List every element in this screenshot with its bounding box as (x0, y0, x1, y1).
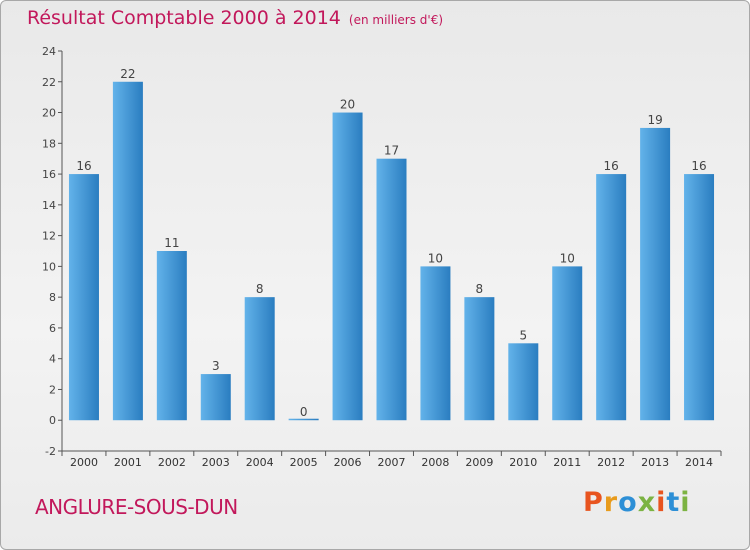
y-tick-label: 18 (42, 137, 56, 150)
brand-letter: i (680, 487, 690, 518)
y-tick-label: 8 (49, 291, 56, 304)
bar-data-label: 11 (164, 236, 179, 250)
bar (596, 174, 626, 420)
x-tick-label: 2013 (641, 456, 669, 469)
x-tick-label: 2003 (202, 456, 230, 469)
bar-data-label: 19 (647, 113, 662, 127)
bar (640, 128, 670, 420)
bar-data-label: 20 (340, 98, 355, 112)
bar (113, 82, 143, 420)
bar-data-label: 8 (256, 282, 264, 296)
x-tick-label: 2011 (553, 456, 581, 469)
x-tick-label: 2009 (465, 456, 493, 469)
y-tick-label: 10 (42, 260, 56, 273)
x-tick-label: 2002 (158, 456, 186, 469)
y-tick-label: 20 (42, 107, 56, 120)
y-tick-label: 6 (49, 322, 56, 335)
x-tick-label: 2014 (685, 456, 713, 469)
y-tick-label: 16 (42, 168, 56, 181)
bar (333, 113, 363, 421)
y-tick-label: 12 (42, 230, 56, 243)
bar (245, 297, 275, 420)
bar-data-label: 3 (212, 359, 220, 373)
bar-data-label: 16 (691, 159, 706, 173)
brand-logo: Proxiti (583, 487, 691, 518)
bar-data-label: 16 (604, 159, 619, 173)
y-tick-label: 0 (49, 414, 56, 427)
commune-name: ANGLURE-SOUS-DUN (35, 495, 238, 519)
bar (69, 174, 99, 420)
bar-data-label: 5 (519, 328, 527, 342)
brand-letter: t (666, 487, 680, 518)
brand-letter: o (618, 487, 638, 518)
chart-frame: Résultat Comptable 2000 à 2014 (en millie… (0, 0, 750, 550)
bar (684, 174, 714, 420)
bar-data-label: 10 (560, 251, 575, 265)
x-tick-label: 2006 (334, 456, 362, 469)
x-tick-label: 2001 (114, 456, 142, 469)
bar-data-label: 17 (384, 144, 399, 158)
x-tick-label: 2010 (509, 456, 537, 469)
bar-data-label: 8 (476, 282, 484, 296)
bar (420, 266, 450, 420)
x-tick-label: 2004 (246, 456, 274, 469)
x-tick-label: 2007 (378, 456, 406, 469)
bar (552, 266, 582, 420)
brand-letter: i (656, 487, 666, 518)
bar-data-label: 10 (428, 251, 443, 265)
bar-data-label: 16 (76, 159, 91, 173)
y-tick-label: 4 (49, 353, 56, 366)
x-tick-label: 2005 (290, 456, 318, 469)
bar (508, 343, 538, 420)
bar-data-label: 22 (120, 67, 135, 81)
brand-logo-text: Proxiti (583, 487, 691, 518)
brand-letter: r (604, 487, 618, 518)
brand-letter: x (638, 487, 656, 518)
y-tick-label: -2 (45, 445, 56, 458)
bar (201, 374, 231, 420)
bar (377, 159, 407, 421)
y-tick-label: 14 (42, 199, 56, 212)
y-tick-label: 24 (42, 45, 56, 58)
x-tick-label: 2000 (70, 456, 98, 469)
bar-series: 16 22 11 3 8 0 20 17 10 8 5 10 16 19 16 (69, 67, 714, 420)
x-tick-label: 2012 (597, 456, 625, 469)
y-tick-label: 2 (49, 383, 56, 396)
y-tick-label: 22 (42, 76, 56, 89)
bar-data-label: 0 (300, 405, 308, 419)
x-tick-label: 2008 (421, 456, 449, 469)
brand-letter: P (583, 487, 604, 518)
bar (464, 297, 494, 420)
bar (157, 251, 187, 420)
